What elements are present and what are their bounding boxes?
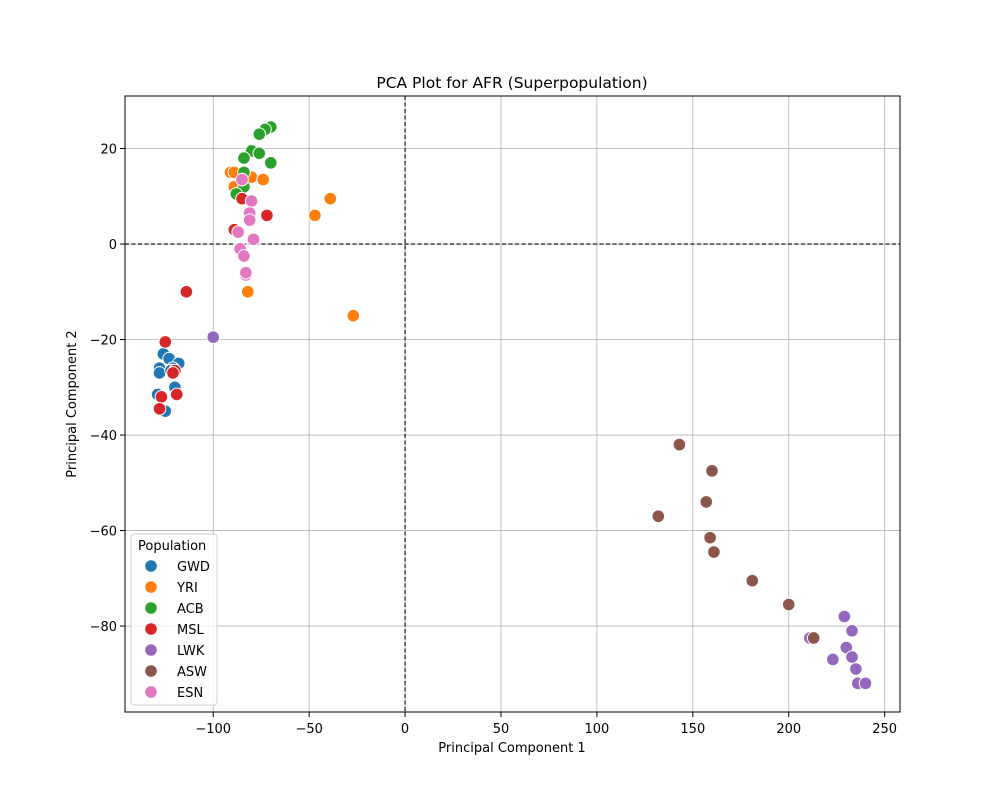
series-asw — [651, 437, 821, 645]
data-point — [252, 146, 267, 161]
data-point — [252, 127, 267, 142]
data-point — [651, 509, 666, 524]
legend-marker — [144, 685, 158, 699]
legend: Population GWD YRI ACB MSL LWK ASW ESN — [130, 533, 218, 706]
data-points — [150, 120, 873, 691]
data-point — [246, 232, 261, 247]
x-axis-ticks: −100 −50 0 50 100 150 200 250 — [195, 712, 897, 737]
legend-entry-label: MSL — [177, 623, 204, 638]
data-point — [308, 208, 322, 223]
data-point — [154, 390, 169, 404]
y-tick-label: 20 — [100, 143, 117, 158]
data-point — [237, 151, 251, 165]
data-point — [323, 191, 338, 206]
data-point — [858, 676, 873, 691]
data-point — [237, 249, 251, 263]
legend-marker — [144, 559, 158, 573]
data-point — [206, 330, 221, 344]
data-point — [235, 172, 249, 187]
legend-entry-label: ASW — [177, 665, 207, 680]
x-tick-label: 0 — [401, 722, 409, 737]
data-point — [849, 662, 863, 676]
data-point — [242, 213, 257, 227]
data-point — [745, 573, 760, 588]
data-point — [260, 208, 274, 223]
data-point — [346, 308, 361, 323]
x-tick-label: 100 — [584, 722, 609, 737]
legend-entry-label: LWK — [177, 644, 205, 659]
series-msl — [152, 191, 274, 416]
data-point — [806, 631, 821, 645]
x-tick-label: 50 — [493, 722, 510, 737]
legend-entry-label: ACB — [177, 602, 204, 617]
x-tick-label: −100 — [195, 722, 231, 737]
legend-title: Population — [138, 539, 206, 554]
legend-entry-label: YRI — [176, 581, 198, 596]
legend-marker — [144, 601, 158, 615]
data-point — [244, 194, 259, 208]
y-tick-label: −80 — [90, 620, 117, 635]
data-point — [179, 284, 194, 299]
data-point — [837, 609, 852, 624]
legend-marker — [144, 664, 158, 678]
data-point — [166, 366, 180, 380]
data-point — [705, 464, 719, 478]
legend-marker — [144, 580, 158, 594]
y-axis-ticks: 20 0 −20 −40 −60 −80 — [90, 143, 125, 635]
x-tick-label: 200 — [776, 722, 801, 737]
y-tick-label: −60 — [90, 525, 117, 540]
data-point — [703, 530, 717, 545]
x-tick-label: −50 — [295, 722, 322, 737]
data-point — [152, 401, 167, 416]
plot-frame — [124, 95, 901, 713]
data-point — [158, 335, 173, 349]
data-point — [240, 284, 255, 299]
legend-entry-label: GWD — [177, 560, 210, 575]
y-axis-label: Principal Component 2 — [65, 330, 80, 477]
data-point — [152, 366, 167, 380]
data-point — [845, 624, 859, 638]
chart-title: PCA Plot for AFR (Superpopulation) — [376, 74, 647, 92]
data-point — [699, 495, 714, 509]
series-esn — [231, 172, 261, 282]
data-point — [707, 545, 721, 559]
legend-marker — [144, 622, 158, 636]
data-point — [239, 265, 253, 280]
series-acb — [229, 120, 278, 201]
legend-entry-label: ESN — [177, 686, 203, 701]
data-point — [781, 597, 796, 612]
data-point — [231, 225, 245, 239]
x-tick-label: 150 — [680, 722, 705, 737]
legend-marker — [144, 643, 158, 657]
x-tick-label: 250 — [872, 722, 897, 737]
series-lwk — [206, 330, 873, 691]
data-point — [256, 172, 270, 187]
series-yri — [223, 165, 361, 323]
y-tick-label: −40 — [90, 429, 117, 444]
y-tick-label: 0 — [109, 238, 117, 253]
legend-box — [130, 533, 218, 706]
data-point — [672, 437, 687, 452]
data-point — [263, 156, 278, 170]
data-point — [845, 650, 859, 664]
reference-lines — [125, 96, 900, 712]
data-point — [169, 387, 184, 402]
y-tick-label: −20 — [90, 334, 117, 349]
x-axis-label: Principal Component 1 — [438, 741, 585, 756]
data-point — [826, 652, 840, 667]
